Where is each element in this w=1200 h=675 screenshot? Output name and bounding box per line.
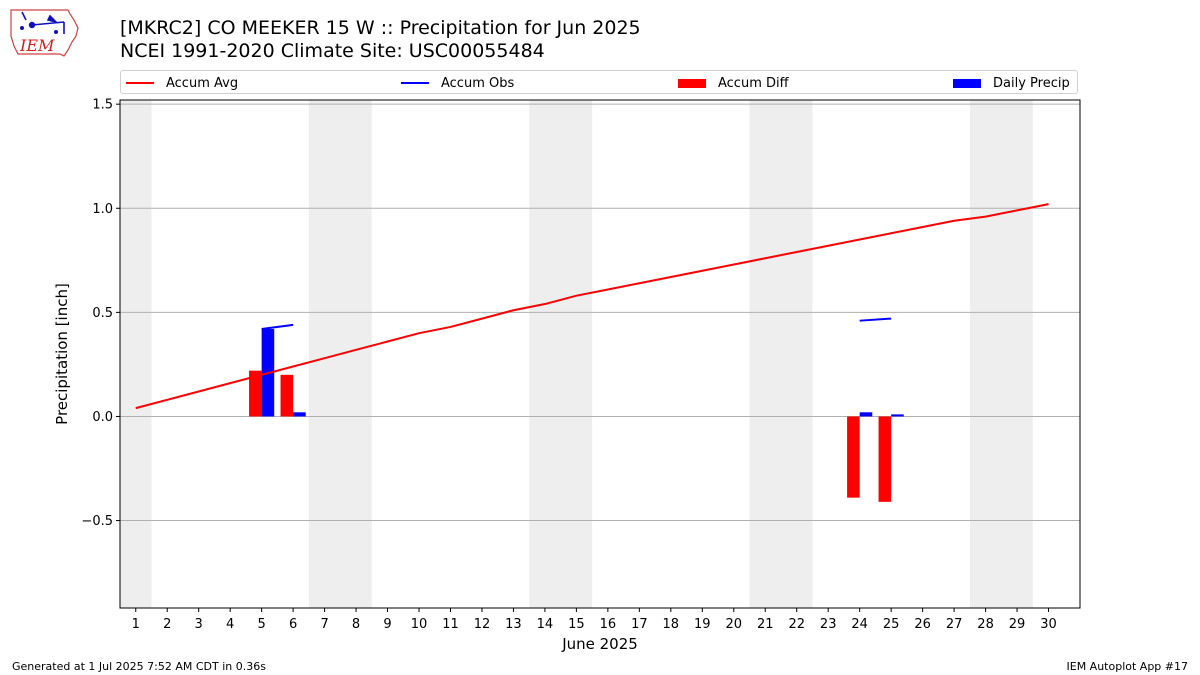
y-tick-label: 1.0 [92,202,113,217]
weekend-shade-0 [120,100,152,608]
x-tick-label: 7 [320,617,328,632]
legend-item-accum-obs: Accum Obs [401,73,514,93]
x-tick-label: 30 [1040,617,1057,632]
weekend-shading [120,100,1033,608]
legend-swatch-accum-diff [678,78,706,88]
weekend-shade-4 [969,100,1033,608]
x-tick-label: 19 [694,617,711,632]
footer-generated-text: Generated at 1 Jul 2025 7:52 AM CDT in 0… [12,660,266,673]
bar-accum-diff-day-5 [249,370,262,417]
chart-title: [MKRC2] CO MEEKER 15 W :: Precipitation … [120,17,641,39]
x-tick-label: 29 [1009,617,1026,632]
line-accum-obs-segment-1 [859,317,892,322]
bar-accum-diff-day-24 [847,416,860,498]
x-tick-label: 5 [257,617,265,632]
x-tick-label: 28 [977,617,994,632]
x-tick-label: 23 [820,617,837,632]
x-tick-label: 1 [132,617,140,632]
line-accum-obs-segment-0 [261,323,294,331]
x-tick-label: 14 [537,617,554,632]
chart-subtitle: NCEI 1991-2020 Climate Site: USC00055484 [120,40,545,62]
weekend-shade-3 [749,100,813,608]
x-tick-label: 12 [474,617,491,632]
line-accum-avg [135,203,1049,410]
legend-swatch-accum-avg [126,82,154,84]
x-tick-label: 6 [289,617,297,632]
x-tick-label: 21 [757,617,774,632]
x-tick-label: 24 [851,617,868,632]
x-tick-label: 2 [163,617,171,632]
bars [249,329,904,502]
y-axis-ticks: 1.5 1.0 0.5 0.0 −0.5 [81,98,120,529]
legend-item-accum-diff: Accum Diff [678,73,789,93]
y-tick-label: 0.0 [92,410,113,425]
x-tick-label: 9 [383,617,391,632]
y-tick-label: 0.5 [92,306,113,321]
bar-daily-precip-day-24 [859,412,873,417]
x-tick-label: 27 [946,617,963,632]
legend-label-accum-diff: Accum Diff [718,75,789,91]
x-tick-label: 18 [663,617,680,632]
x-tick-label: 3 [195,617,203,632]
x-tick-label: 10 [411,617,428,632]
y-tick-label: −0.5 [81,514,113,529]
iem-logo: IEM [10,9,79,57]
x-tick-label: 22 [788,617,805,632]
legend-item-daily-precip: Daily Precip [953,73,1070,93]
x-tick-label: 8 [352,617,360,632]
bar-accum-diff-day-6 [280,374,294,417]
weather-station-icon [20,11,65,34]
legend-swatch-daily-precip [953,78,981,88]
x-axis-ticks: 1 2 3 4 5 6 7 8 9 10 11 12 13 14 15 16 17 18 19 20 21 22 23 24 2… [132,608,1057,632]
x-tick-label: 26 [914,617,931,632]
x-tick-label: 15 [568,617,585,632]
x-tick-label: 4 [226,617,234,632]
logo-text: IEM [19,36,55,55]
footer-app-text: IEM Autoplot App #17 [1066,660,1189,673]
x-tick-label: 20 [725,617,742,632]
legend-label-accum-avg: Accum Avg [166,75,239,91]
x-tick-label: 17 [631,617,648,632]
weekend-shade-2 [529,100,593,608]
x-axis-label: June 2025 [561,635,638,653]
legend-label-accum-obs: Accum Obs [441,75,515,91]
bar-daily-precip-day-25 [891,414,904,417]
chart-legend: Accum Avg Accum Obs Accum Diff Daily Pre… [120,70,1078,94]
y-tick-label: 1.5 [92,98,113,113]
legend-label-daily-precip: Daily Precip [993,75,1070,91]
x-tick-label: 11 [442,617,459,632]
x-tick-label: 13 [505,617,522,632]
gridlines [120,103,1080,522]
legend-swatch-accum-obs [401,82,429,84]
x-tick-label: 25 [883,617,900,632]
plot-frame [119,99,1081,609]
x-tick-label: 16 [600,617,617,632]
legend-item-accum-avg: Accum Avg [126,73,238,93]
bar-accum-diff-day-25 [878,416,892,502]
bar-daily-precip-day-6 [293,412,306,417]
y-axis-label: Precipitation [inch] [53,283,71,425]
lines [135,203,1049,410]
